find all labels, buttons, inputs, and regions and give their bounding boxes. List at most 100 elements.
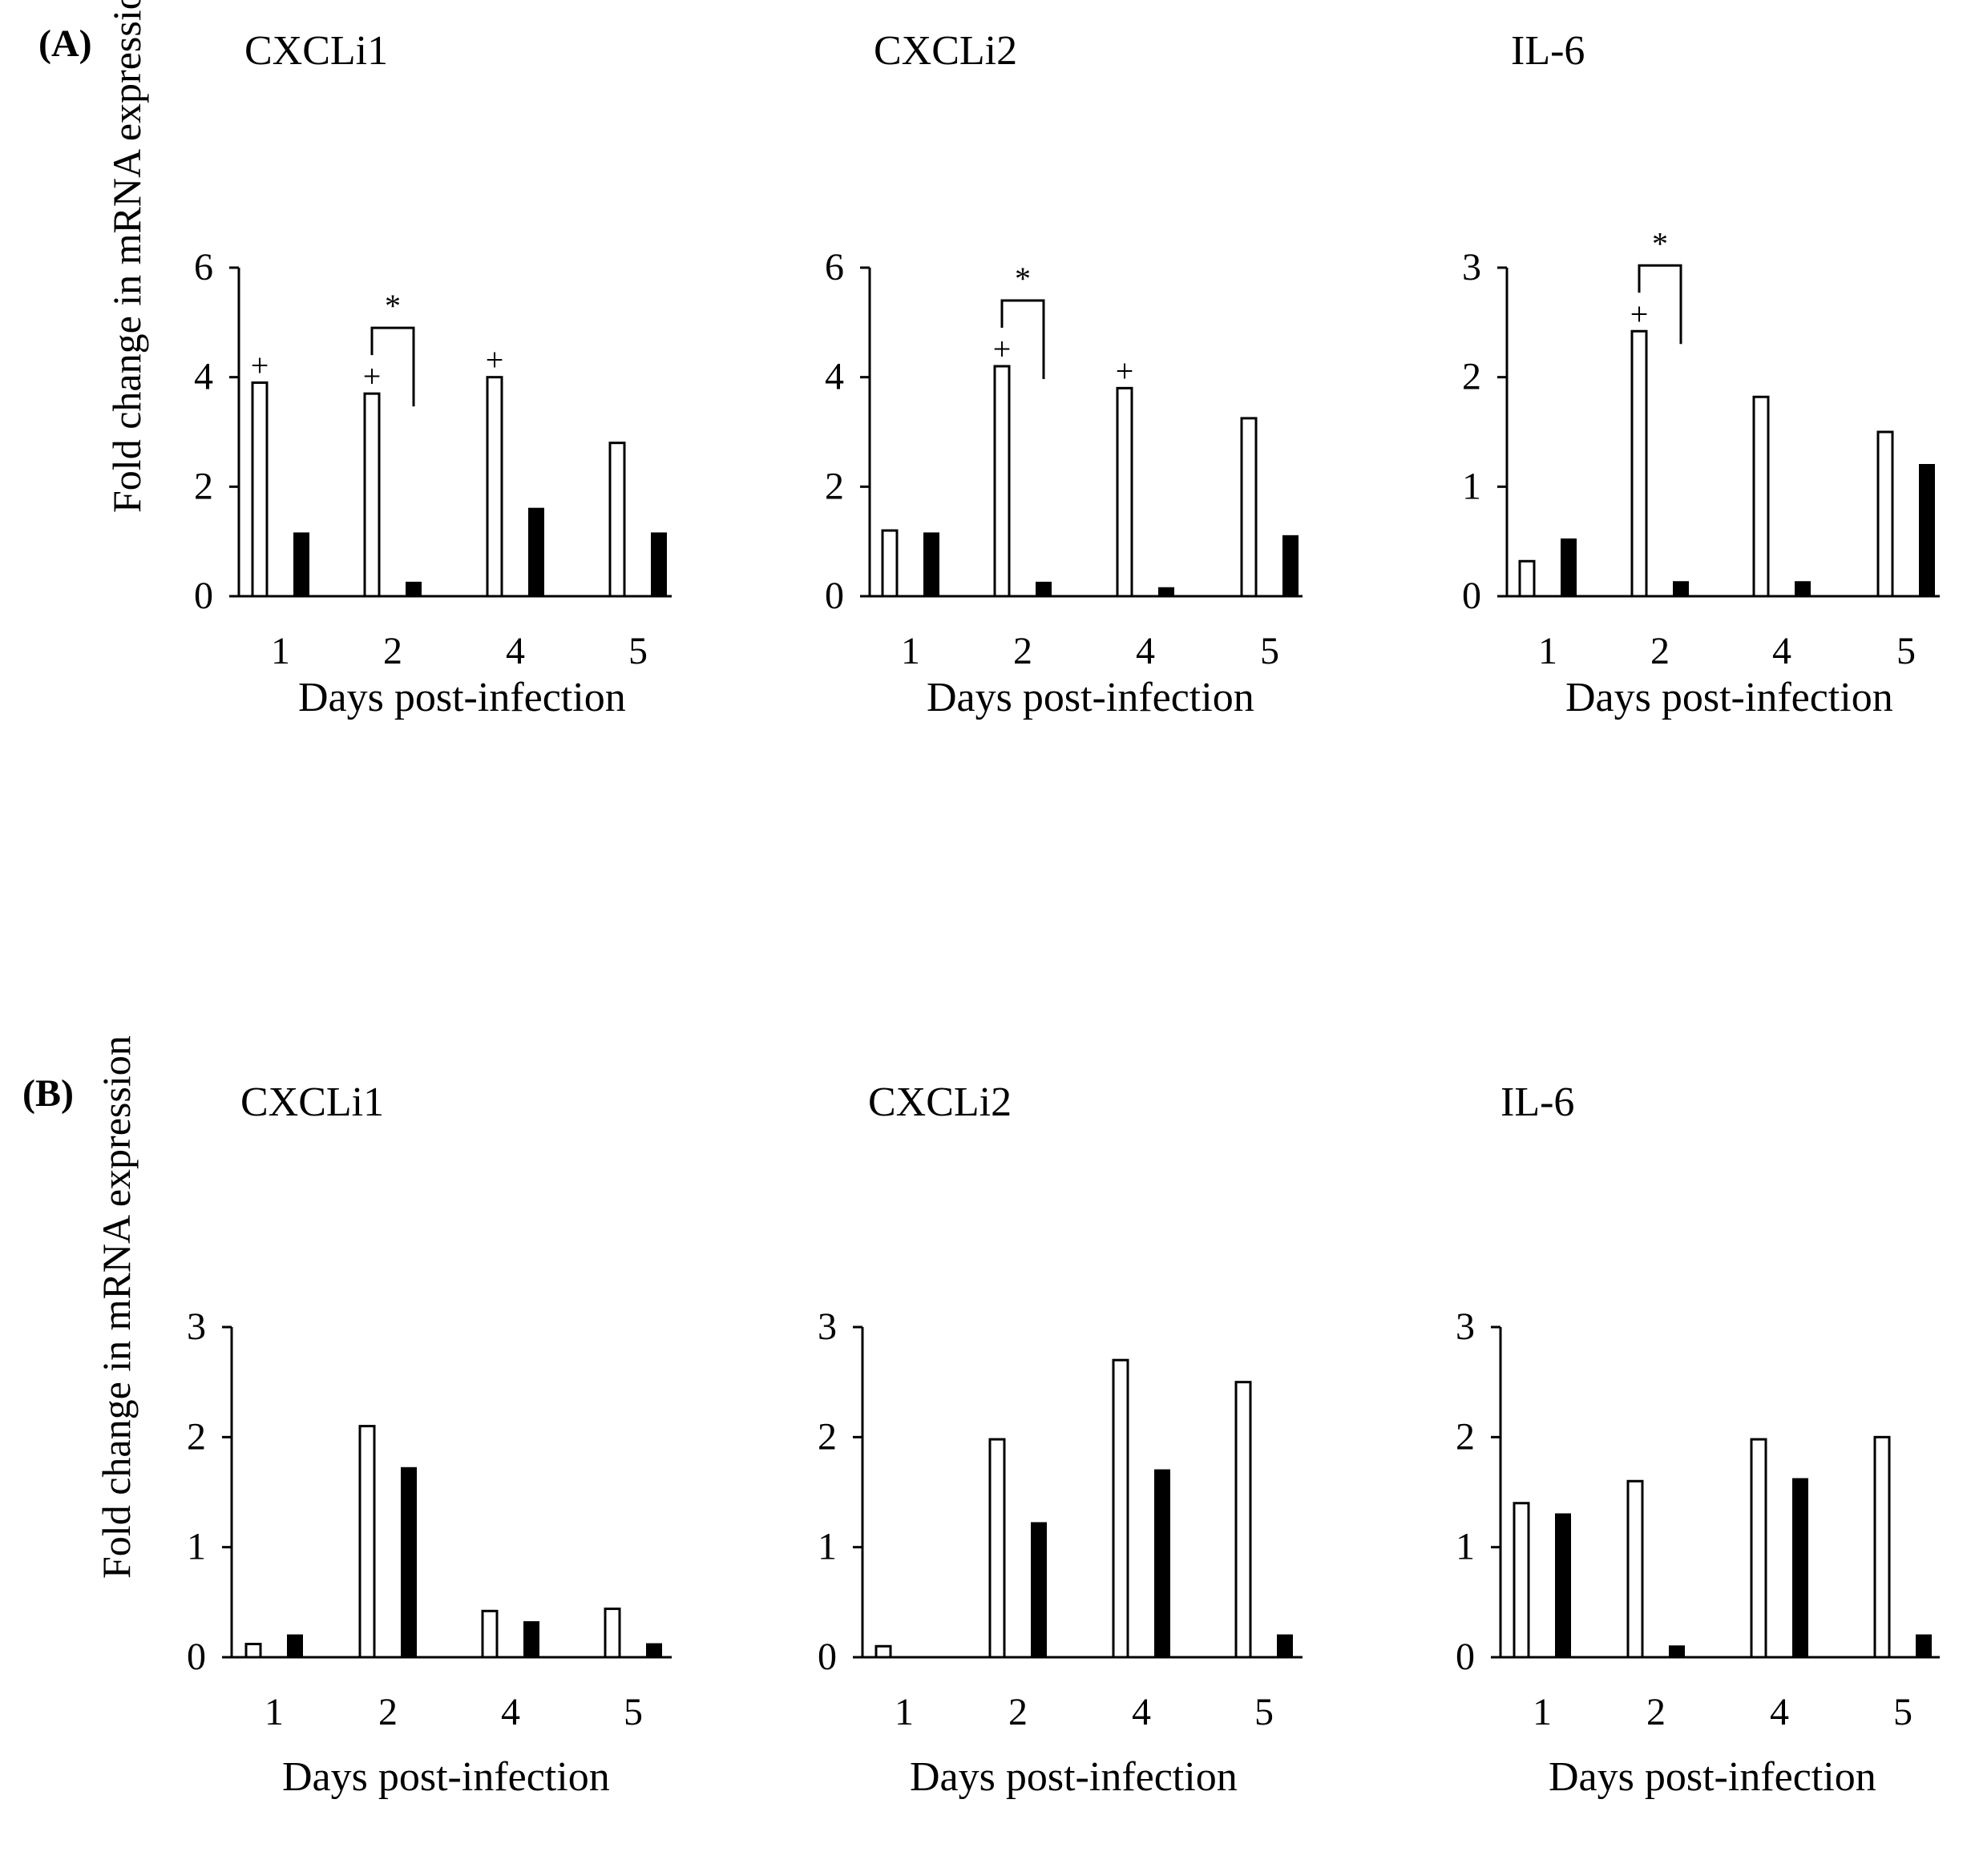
bar-open [874,1644,892,1659]
significance-star: * [1652,225,1668,261]
x-axis-label: Days post-infection [927,675,1254,720]
significance-star: * [1015,260,1031,297]
bar-filled [1669,1645,1685,1658]
bar-open [1116,386,1133,598]
bar-open [604,1608,621,1659]
bar-filled [1919,464,1935,597]
x-tick-label: 1 [1533,1691,1552,1733]
bar-open [993,365,1011,598]
y-tick-label: 4 [825,356,844,398]
bar-open [1518,559,1536,598]
x-tick-label: 4 [1136,630,1155,672]
x-tick-label: 1 [901,630,920,672]
significance-plus-marker: + [993,331,1012,367]
bar-open [1513,1502,1530,1659]
significance-plus-marker: + [1116,353,1134,389]
bar-filled [1036,581,1052,598]
y-tick-label: 1 [1462,465,1481,507]
y-tick-label: 3 [187,1305,206,1348]
bar-filled [1154,1469,1170,1658]
bar-filled [523,1621,539,1659]
y-tick-label: 4 [194,356,213,398]
bar-filled [923,532,939,598]
bar-open [1630,329,1648,598]
x-axis-label: Days post-infection [282,1754,610,1800]
bar-filled [1561,538,1577,598]
bar-open [1876,430,1894,598]
chart-5: CXCLi2 0 1 2 3 1 2 4 5 Days post-infection [818,1079,1303,1800]
x-tick-label: 4 [501,1691,520,1733]
panel-label: (B) [22,1072,74,1115]
y-axis-label: Fold change in mRNA expression [104,0,149,513]
x-tick-label: 5 [1254,1691,1274,1733]
x-axis-label: Days post-infection [910,1754,1238,1800]
bar-filled [1673,581,1689,598]
y-tick-label: 0 [818,1636,837,1678]
y-tick-label: 1 [818,1526,837,1568]
bar-open [1873,1435,1891,1659]
bar-filled [1282,535,1299,597]
bar-open [251,381,269,598]
bar-filled [1916,1634,1932,1658]
y-axis-label: Fold change in mRNA expression [94,1035,139,1579]
bar-open [608,442,626,598]
y-tick-label: 0 [187,1636,206,1678]
bar-filled [1031,1522,1047,1659]
bar-open [481,1609,499,1659]
x-tick-label: 2 [1013,630,1032,672]
y-tick-label: 6 [825,246,844,288]
x-tick-label: 1 [271,630,290,672]
x-tick-label: 2 [1008,1691,1028,1733]
chart-1: (A) CXCLi1 Fold change in mRNA expression 0… [38,0,672,720]
bar-open [1240,417,1258,598]
bar-filled [651,532,667,598]
bar-filled [1277,1634,1293,1658]
x-tick-label: 5 [628,630,648,672]
bar-filled [1795,581,1811,598]
bar-open [1752,395,1770,598]
y-tick-label: 2 [1462,356,1481,398]
bar-open [1626,1479,1644,1659]
bar-filled [1792,1478,1808,1659]
significance-bracket [370,326,415,407]
x-tick-label: 4 [1770,1691,1789,1733]
y-tick-label: 3 [1462,246,1481,288]
x-tick-label: 2 [1650,630,1670,672]
x-tick-label: 1 [265,1691,284,1733]
significance-plus-marker: + [486,342,504,378]
y-tick-label: 0 [194,575,213,617]
x-tick-label: 1 [1538,630,1557,672]
y-tick-label: 3 [1456,1305,1475,1348]
x-axis-label: Days post-infection [1549,1754,1876,1800]
y-tick-label: 2 [825,465,844,507]
bar-filled [293,532,309,598]
bar-filled [1555,1513,1571,1659]
y-tick-label: 6 [194,246,213,288]
bar-filled [646,1643,662,1659]
x-tick-label: 4 [506,630,525,672]
bar-open [358,1425,376,1659]
chart-title: CXCLi1 [240,1079,384,1125]
significance-bracket [1638,264,1682,345]
chart-6: IL-6 0 1 2 3 1 2 4 5 Days post-infection [1456,1079,1940,1800]
chart-title: CXCLi2 [874,28,1017,74]
x-tick-label: 1 [895,1691,914,1733]
chart-title: CXCLi2 [868,1079,1012,1125]
bar-open [1234,1381,1252,1659]
bar-filled [287,1634,303,1658]
bar-open [881,529,899,598]
y-tick-label: 0 [825,575,844,617]
significance-bracket [1000,299,1045,379]
x-tick-label: 5 [1896,630,1916,672]
bar-open [1750,1438,1767,1659]
y-tick-label: 2 [818,1415,837,1458]
bar-filled [401,1467,417,1658]
y-tick-label: 2 [187,1415,206,1458]
bar-filled [406,581,422,598]
bar-filled [528,507,544,598]
y-tick-label: 1 [187,1526,206,1568]
x-tick-label: 4 [1132,1691,1151,1733]
